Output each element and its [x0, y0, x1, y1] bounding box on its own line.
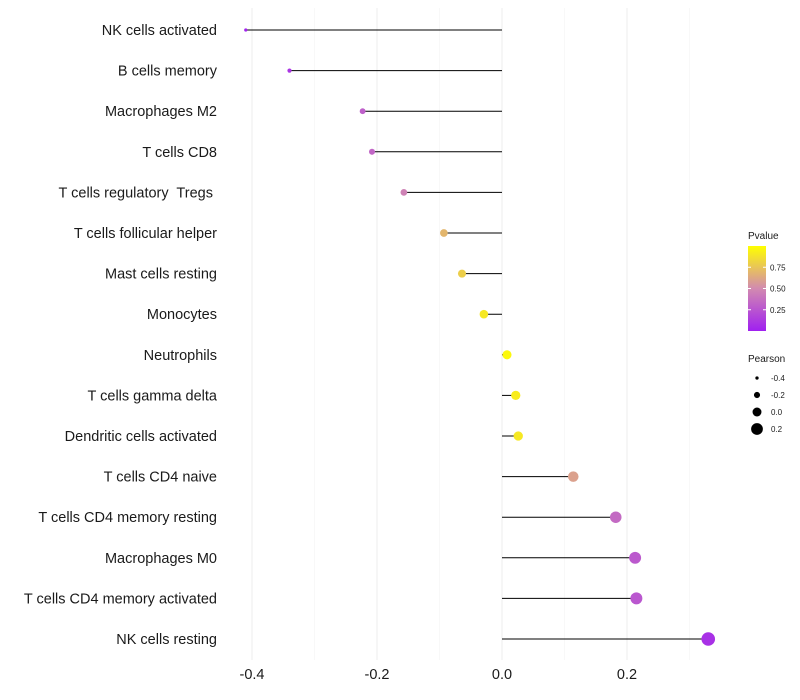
category-label: T cells regulatory Tregs	[59, 185, 218, 201]
category-label: Mast cells resting	[105, 267, 217, 283]
category-label: T cells CD8	[142, 145, 217, 161]
lollipop-point	[359, 108, 366, 115]
size-legend-key	[751, 423, 763, 435]
size-legend-label: 0.0	[771, 408, 783, 417]
pvalue-colorbar	[748, 246, 766, 331]
category-label: T cells CD4 naive	[104, 470, 217, 486]
pvalue-legend: Pvalue 0.25 0.50 0.75	[748, 231, 786, 331]
lollipop-point	[457, 269, 467, 278]
lollipop-point	[630, 592, 643, 605]
category-labels: NK cells activated B cells memory Macropha…	[24, 23, 218, 648]
size-legend-label: -0.4	[771, 374, 785, 383]
colorbar-tick-label: 0.25	[770, 306, 786, 315]
category-label: Neutrophils	[144, 348, 217, 364]
lollipop-point	[513, 431, 523, 441]
colorbar-tick-label: 0.50	[770, 285, 786, 294]
category-label: NK cells activated	[102, 23, 217, 39]
pearson-legend: Pearson -0.4 -0.2 0.0 0.2	[748, 354, 785, 435]
x-tick-labels: -0.4 -0.2 0.0 0.2	[240, 667, 638, 683]
lollipop-point	[609, 511, 622, 523]
lollipop-point	[701, 632, 716, 646]
lollipop-point	[244, 28, 248, 32]
x-tick-label: -0.2	[365, 667, 390, 683]
pvalue-legend-ticks: 0.25 0.50 0.75	[748, 263, 786, 315]
lollipop-point	[567, 471, 579, 482]
size-legend-key	[755, 376, 759, 380]
lollipop-point	[502, 350, 512, 360]
lollipop-point	[440, 229, 448, 237]
x-tick-label: 0.2	[617, 667, 637, 683]
segment-layer	[245, 29, 709, 640]
lollipop-point	[287, 68, 292, 73]
pearson-legend-items: -0.4 -0.2 0.0 0.2	[751, 374, 785, 435]
category-label: Monocytes	[147, 307, 217, 323]
point-layer	[244, 28, 716, 646]
size-legend-key	[752, 407, 762, 417]
category-label: Dendritic cells activated	[65, 429, 217, 445]
size-legend-label: -0.2	[771, 391, 785, 400]
category-label: Macrophages M2	[105, 104, 217, 120]
lollipop-point	[629, 551, 642, 564]
lollipop-point	[400, 189, 408, 196]
category-label: T cells follicular helper	[74, 226, 217, 242]
size-legend-key	[753, 391, 761, 399]
lollipop-point	[368, 148, 376, 155]
category-label: T cells CD4 memory activated	[24, 591, 217, 607]
category-label: B cells memory	[118, 64, 218, 80]
lollipop-point	[479, 309, 489, 319]
pvalue-legend-title: Pvalue	[748, 231, 779, 242]
category-label: T cells CD4 memory resting	[38, 510, 217, 526]
x-tick-label: 0.0	[492, 667, 512, 683]
lollipop-point	[511, 390, 521, 401]
colorbar-tick-label: 0.75	[770, 263, 786, 272]
category-label: Macrophages M0	[105, 551, 217, 567]
category-label: NK cells resting	[116, 632, 217, 648]
size-legend-label: 0.2	[771, 425, 783, 434]
category-label: T cells gamma delta	[88, 388, 218, 404]
x-tick-label: -0.4	[240, 667, 265, 683]
pearson-legend-title: Pearson	[748, 354, 785, 365]
grid-layer	[251, 8, 690, 660]
